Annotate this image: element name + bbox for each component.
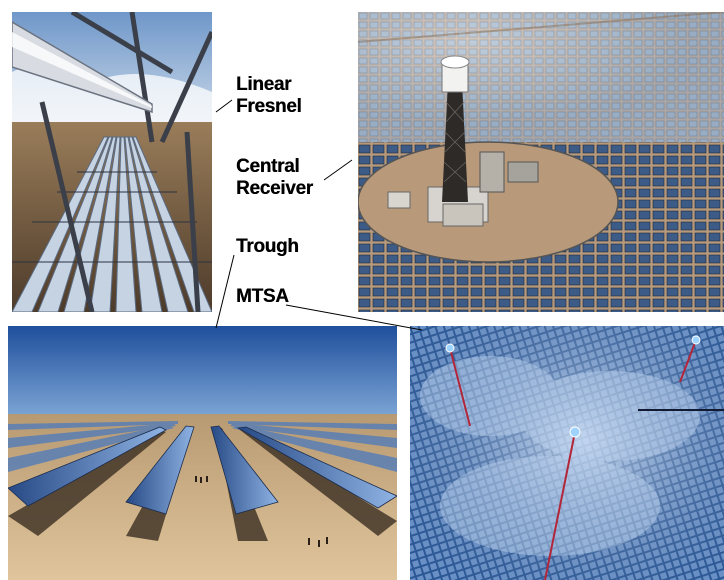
mtsa-label: MTSA [236, 286, 289, 307]
central-receiver-label: Central Receiver [236, 156, 346, 200]
fresnel-leader [215, 99, 233, 113]
central-receiver-photo [358, 12, 724, 312]
trough-photo [8, 326, 397, 580]
trough-label: Trough [236, 236, 299, 257]
linear-fresnel-label-line2: Fresnel [236, 96, 302, 117]
mtsa-photo [410, 326, 724, 580]
central-receiver-label-line2: Receiver [236, 178, 313, 199]
central-receiver-label-line1: Central [236, 156, 300, 177]
trough-leader [215, 254, 235, 329]
linear-fresnel-label: Linear Fresnel [236, 74, 346, 118]
linear-fresnel-photo [12, 12, 212, 312]
linear-fresnel-label-line1: Linear [236, 74, 292, 95]
